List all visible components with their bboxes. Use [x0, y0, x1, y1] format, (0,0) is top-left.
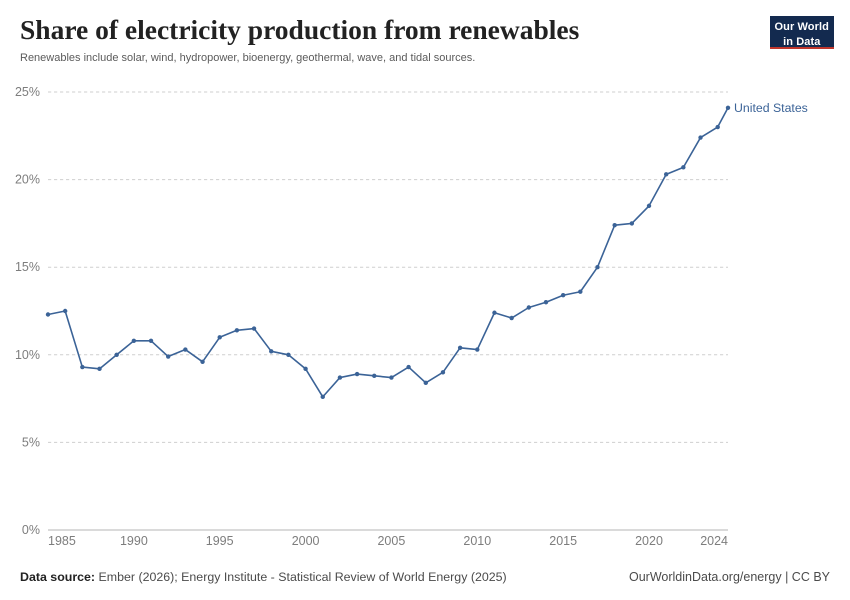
- svg-text:1990: 1990: [120, 534, 148, 548]
- svg-text:25%: 25%: [15, 85, 40, 99]
- svg-text:20%: 20%: [15, 173, 40, 187]
- svg-text:2000: 2000: [292, 534, 320, 548]
- svg-text:1985: 1985: [48, 534, 76, 548]
- svg-text:2010: 2010: [463, 534, 491, 548]
- svg-text:10%: 10%: [15, 348, 40, 362]
- svg-text:2015: 2015: [549, 534, 577, 548]
- svg-text:2024: 2024: [700, 534, 728, 548]
- svg-text:15%: 15%: [15, 260, 40, 274]
- svg-text:2005: 2005: [377, 534, 405, 548]
- svg-text:5%: 5%: [22, 435, 40, 449]
- svg-text:0%: 0%: [22, 523, 40, 537]
- svg-text:1995: 1995: [206, 534, 234, 548]
- svg-text:United States: United States: [734, 101, 808, 115]
- svg-text:2020: 2020: [635, 534, 663, 548]
